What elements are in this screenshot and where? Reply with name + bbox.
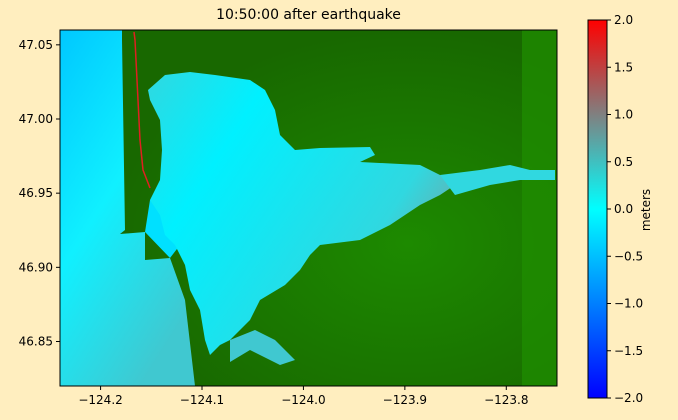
inundation-streak	[133, 31, 151, 189]
colorbar-tick-label: 1.0	[614, 108, 633, 122]
y-tick-label: 47.00	[19, 112, 53, 126]
x-tick-label: −123.8	[484, 393, 528, 407]
colorbar-tick-label: −0.5	[614, 249, 643, 263]
south-bay-arm-water	[230, 330, 295, 365]
plot-title: 10:50:00 after earthquake	[216, 7, 401, 23]
ocean-water	[60, 30, 195, 386]
east-river-water	[440, 165, 555, 195]
colorbar-tick-label: 0.5	[614, 155, 633, 169]
land-lowres-strip	[522, 30, 557, 386]
colorbar-tick-label: 2.0	[614, 13, 633, 27]
x-tick-label: −124.2	[78, 393, 122, 407]
colorbar-tick-label: 0.0	[614, 202, 633, 216]
x-tick-label: −124.1	[180, 393, 224, 407]
colorbar-tick-label: 1.5	[614, 60, 633, 74]
colorbar-tick-label: −1.0	[614, 297, 643, 311]
x-tick-label: −123.9	[383, 393, 427, 407]
colorbar-tick-label: −1.5	[614, 344, 643, 358]
y-tick-label: 46.85	[19, 335, 53, 349]
plot-frame	[59, 29, 558, 387]
y-axis: 47.05 47.00 46.95 46.90 46.85	[19, 38, 60, 349]
x-tick-label: −124.0	[281, 393, 325, 407]
colorbar-tick-label: −2.0	[614, 391, 643, 405]
x-axis: −124.2 −124.1 −124.0 −123.9 −123.8	[78, 386, 528, 407]
y-tick-label: 47.05	[19, 38, 53, 52]
y-tick-label: 46.95	[19, 186, 53, 200]
colorbar-label: meters	[639, 188, 653, 232]
bay-water	[148, 72, 455, 355]
colorbar	[587, 19, 608, 399]
colorbar-ticks: 2.0 1.5 1.0 0.5 0.0 −0.5 −1.0 −1.5 −2.0	[607, 13, 643, 405]
y-tick-label: 46.90	[19, 260, 53, 274]
